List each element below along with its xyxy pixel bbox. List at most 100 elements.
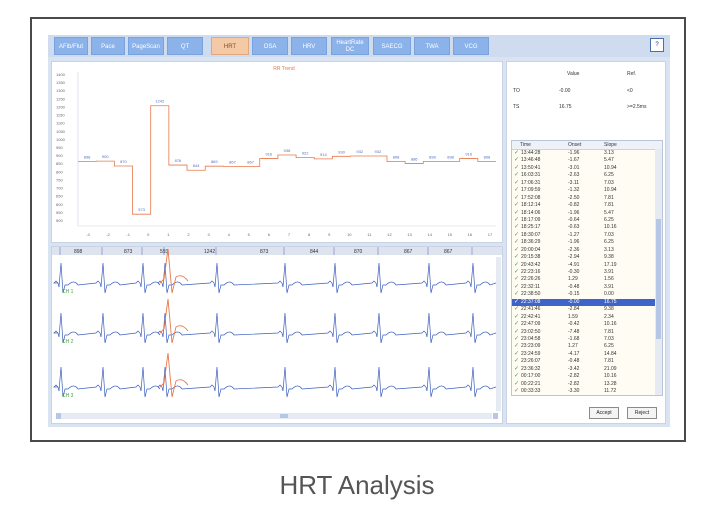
table-row[interactable]: ✓ 23:36:32 -3.42 21.09 <box>512 366 662 373</box>
data-point-label: 898 <box>429 154 436 159</box>
tab-hrt[interactable]: HRT <box>211 37 249 55</box>
tab-saecg[interactable]: SAECG <box>373 37 411 55</box>
tab-twa[interactable]: TWA <box>414 37 450 55</box>
scroll-left-arrow[interactable] <box>56 413 61 419</box>
check-icon[interactable]: ✓ <box>514 350 520 357</box>
table-row[interactable]: ✓ 23:26:07 -0.48 7.81 <box>512 358 662 365</box>
table-row[interactable]: ✓ 22:26:26 1.29 1.56 <box>512 276 662 283</box>
check-icon[interactable]: ✓ <box>514 373 520 380</box>
help-icon[interactable]: ? <box>650 38 664 52</box>
tab-osa[interactable]: OSA <box>252 37 288 55</box>
ecg-vertical-scrollbar[interactable] <box>496 257 501 411</box>
table-row[interactable]: ✓ 20:43:42 -4.91 17.19 <box>512 262 662 269</box>
table-row[interactable]: ✓ 23:04:58 -1.68 7.03 <box>512 336 662 343</box>
table-row[interactable]: ✓ 18:12:14 -0.82 7.81 <box>512 202 662 209</box>
scroll-thumb[interactable] <box>280 414 288 418</box>
check-icon[interactable]: ✓ <box>514 202 520 209</box>
tab-afib-flut[interactable]: AFib/Flut <box>54 37 88 55</box>
check-icon[interactable]: ✓ <box>514 187 520 194</box>
table-row[interactable]: ✓ 18:17:09 -0.64 6.25 <box>512 217 662 224</box>
data-point-label: 930 <box>338 149 345 154</box>
table-row[interactable]: ✓ 22:47:09 -0.42 10.16 <box>512 321 662 328</box>
table-row[interactable]: ✓ 18:25:17 -0.63 10.16 <box>512 224 662 231</box>
table-row[interactable]: ✓ 22:38:50 -0.15 0.00 <box>512 291 662 298</box>
check-icon[interactable]: ✓ <box>514 328 520 335</box>
table-row[interactable]: ✓ 18:14:06 -1.96 5.47 <box>512 210 662 217</box>
check-icon[interactable]: ✓ <box>514 179 520 186</box>
table-row[interactable]: ✓ 13:46:48 -1.67 5.47 <box>512 157 662 164</box>
check-icon[interactable]: ✓ <box>514 239 520 246</box>
table-row[interactable]: ✓ 22:37:08 -0.00 16.75 <box>512 298 662 307</box>
table-row[interactable]: ✓ 16:03:31 -2.63 6.25 <box>512 172 662 179</box>
x-tick-label: -1 <box>126 232 130 237</box>
list-scrollbar[interactable] <box>655 149 662 395</box>
data-point-label: 869 <box>211 159 218 164</box>
column-header-time[interactable]: Time <box>520 142 531 148</box>
tab-qt[interactable]: QT <box>167 37 203 55</box>
check-icon[interactable]: ✓ <box>514 150 520 156</box>
table-row[interactable]: ✓ 17:52:08 -2.50 7.81 <box>512 195 662 202</box>
table-row[interactable]: ✓ 17:09:59 -1.32 10.94 <box>512 187 662 194</box>
table-row[interactable]: ✓ 00:17:00 -2.82 10.16 <box>512 373 662 380</box>
check-icon[interactable]: ✓ <box>514 276 520 283</box>
check-icon[interactable]: ✓ <box>514 306 520 313</box>
check-icon[interactable]: ✓ <box>514 224 520 231</box>
check-icon[interactable]: ✓ <box>514 261 520 268</box>
table-row[interactable]: ✓ 20:00:04 -2.36 3.13 <box>512 247 662 254</box>
table-row[interactable]: ✓ 18:30:07 -1.27 7.03 <box>512 232 662 239</box>
check-icon[interactable]: ✓ <box>514 343 520 350</box>
stat-ts-value: 16.75 <box>559 104 572 110</box>
table-row[interactable]: ✓ 22:41:46 -2.84 9.38 <box>512 306 662 313</box>
table-row[interactable]: ✓ 17:06:31 -3.11 7.03 <box>512 180 662 187</box>
check-icon[interactable]: ✓ <box>514 209 520 216</box>
table-cell: 23:26:07 <box>521 358 541 365</box>
check-icon[interactable]: ✓ <box>514 157 520 164</box>
x-tick-label: 1 <box>167 232 170 237</box>
tab-hrv[interactable]: HRV <box>291 37 327 55</box>
check-icon[interactable]: ✓ <box>514 194 520 201</box>
tab-pace[interactable]: Pace <box>91 37 125 55</box>
table-row[interactable]: ✓ 13:44:28 -1.96 3.13 <box>512 150 662 157</box>
check-icon[interactable]: ✓ <box>514 254 520 261</box>
table-row[interactable]: ✓ 00:33:33 -3.30 11.72 <box>512 388 662 395</box>
check-icon[interactable]: ✓ <box>514 380 520 387</box>
table-row[interactable]: ✓ 23:02:50 -7.48 7.81 <box>512 329 662 336</box>
list-scroll-thumb[interactable] <box>656 219 661 339</box>
check-icon[interactable]: ✓ <box>514 283 520 290</box>
check-icon[interactable]: ✓ <box>514 358 520 365</box>
table-row[interactable]: ✓ 23:24:59 -4.17 14.84 <box>512 351 662 358</box>
check-icon[interactable]: ✓ <box>514 172 520 179</box>
column-header-onset[interactable]: Onset <box>568 142 582 148</box>
table-row[interactable]: ✓ 00:22:21 -2.82 13.28 <box>512 381 662 388</box>
table-row[interactable]: ✓ 22:23:16 -0.30 3.91 <box>512 269 662 276</box>
scroll-right-arrow[interactable] <box>493 413 498 419</box>
check-icon[interactable]: ✓ <box>514 246 520 253</box>
table-row[interactable]: ✓ 22:32:11 -0.48 3.91 <box>512 284 662 291</box>
table-cell: 18:12:14 <box>521 202 541 209</box>
tab-pagescan[interactable]: PageScan <box>128 37 164 55</box>
column-header-slope[interactable]: Slope <box>604 142 617 148</box>
table-row[interactable]: ✓ 20:15:38 -2.94 9.38 <box>512 254 662 261</box>
check-icon[interactable]: ✓ <box>514 388 520 394</box>
check-icon[interactable]: ✓ <box>514 365 520 372</box>
check-icon[interactable]: ✓ <box>514 298 520 305</box>
check-icon[interactable]: ✓ <box>514 313 520 320</box>
hrt-event-list[interactable]: Time Onset Slope ✓ 13:44:28 -1.96 3.13 ✓ 13:4… <box>511 140 663 396</box>
table-row[interactable]: ✓ 13:50:41 -3.01 10.94 <box>512 165 662 172</box>
tab-heartrate-dc[interactable]: HeartRate DC <box>331 37 369 55</box>
accept-button[interactable]: Accept <box>589 407 619 419</box>
table-row[interactable]: ✓ 22:42:41 1.59 2.34 <box>512 314 662 321</box>
reject-button[interactable]: Reject <box>627 407 657 419</box>
check-icon[interactable]: ✓ <box>514 291 520 298</box>
check-icon[interactable]: ✓ <box>514 164 520 171</box>
check-icon[interactable]: ✓ <box>514 335 520 342</box>
table-row[interactable]: ✓ 23:23:09 1.27 6.25 <box>512 343 662 350</box>
check-icon[interactable]: ✓ <box>514 269 520 275</box>
ecg-horizontal-scrollbar[interactable] <box>60 413 492 419</box>
tab-vcg[interactable]: VCG <box>453 37 489 55</box>
table-row[interactable]: ✓ 18:36:29 -1.96 6.25 <box>512 239 662 246</box>
check-icon[interactable]: ✓ <box>514 321 520 328</box>
check-icon[interactable]: ✓ <box>514 216 520 223</box>
x-tick-label: 13 <box>407 232 412 237</box>
check-icon[interactable]: ✓ <box>514 231 520 238</box>
